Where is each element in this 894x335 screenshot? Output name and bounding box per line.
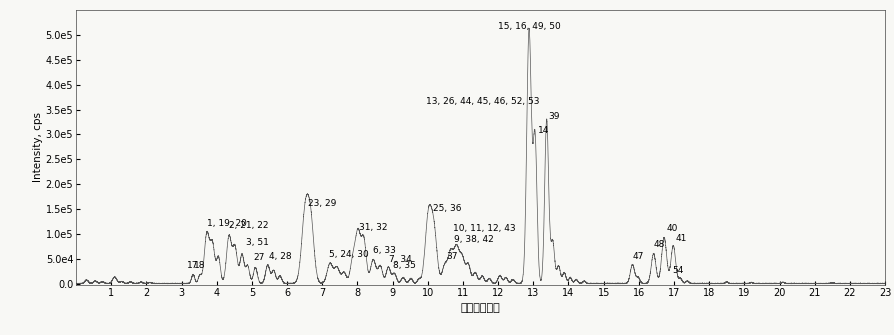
Y-axis label: Intensity, cps: Intensity, cps	[33, 113, 43, 182]
Text: 48: 48	[654, 240, 665, 249]
Text: 37: 37	[446, 252, 458, 261]
Text: 40: 40	[666, 224, 678, 233]
Text: 41: 41	[676, 234, 687, 243]
Text: 18: 18	[194, 261, 206, 270]
Text: 47: 47	[632, 252, 644, 261]
Text: 8, 35: 8, 35	[392, 261, 416, 270]
Text: 23, 29: 23, 29	[308, 199, 336, 208]
Text: 10, 11, 12, 43: 10, 11, 12, 43	[453, 224, 516, 233]
Text: 25, 36: 25, 36	[433, 204, 461, 213]
Text: 14: 14	[537, 126, 549, 135]
Text: 7, 34: 7, 34	[389, 255, 412, 264]
Text: 13, 26, 44, 45, 46, 52, 53: 13, 26, 44, 45, 46, 52, 53	[426, 96, 539, 106]
Text: 27: 27	[254, 253, 265, 262]
Text: 39: 39	[548, 112, 560, 121]
Text: 1, 19, 20: 1, 19, 20	[207, 219, 247, 228]
Text: 6, 33: 6, 33	[373, 246, 396, 255]
Text: 54: 54	[671, 266, 683, 275]
X-axis label: 时间（分钟）: 时间（分钟）	[460, 303, 501, 313]
Text: 3, 51: 3, 51	[246, 238, 268, 247]
Text: 17: 17	[187, 261, 198, 270]
Text: 2, 21, 22: 2, 21, 22	[229, 221, 268, 230]
Text: 4, 28: 4, 28	[269, 252, 291, 261]
Text: 31, 32: 31, 32	[359, 222, 388, 231]
Text: 15, 16, 49, 50: 15, 16, 49, 50	[498, 22, 561, 31]
Text: 9, 38, 42: 9, 38, 42	[454, 235, 493, 244]
Text: 5, 24, 30: 5, 24, 30	[329, 250, 369, 259]
